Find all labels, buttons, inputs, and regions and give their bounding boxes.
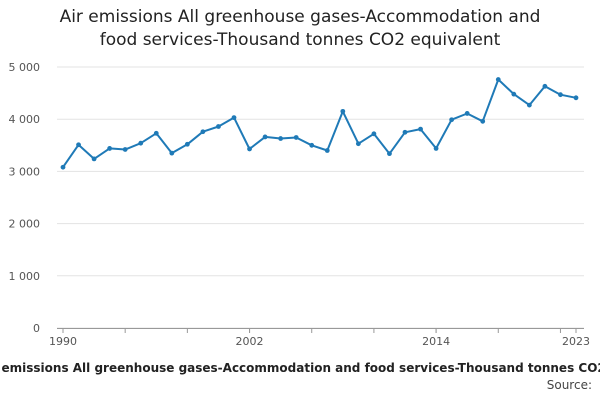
data-point — [216, 124, 221, 129]
series-points — [60, 77, 579, 170]
chart-title-line-2: food services-Thousand tonnes CO2 equiva… — [99, 30, 501, 50]
x-axis — [57, 328, 584, 333]
y-tick-label: 3 000 — [9, 165, 41, 178]
data-point — [495, 77, 501, 82]
data-point — [247, 146, 252, 152]
data-point — [231, 115, 237, 121]
x-tick-labels: 1990 2002 2014 2023 — [49, 335, 590, 348]
data-point — [324, 148, 330, 153]
y-grid — [57, 66, 584, 329]
data-point — [526, 102, 532, 108]
x-tick-label: 2014 — [422, 335, 450, 348]
data-point — [558, 92, 563, 98]
y-tick-label: 1 000 — [9, 270, 41, 283]
data-point — [278, 136, 284, 141]
data-point — [184, 141, 190, 147]
data-point — [107, 146, 113, 151]
data-point — [153, 130, 159, 136]
data-point — [60, 164, 66, 170]
x-tick-label: 1990 — [49, 335, 77, 348]
data-point — [433, 146, 439, 151]
data-point — [91, 156, 97, 162]
data-point — [169, 150, 175, 156]
data-point — [122, 147, 128, 152]
y-tick-label: 0 — [33, 322, 40, 335]
data-point — [573, 95, 579, 101]
footer-caption: Air emissions All greenhouse gases-Accom… — [0, 361, 600, 375]
series-line — [62, 78, 577, 168]
data-point — [293, 135, 299, 140]
data-point — [355, 141, 361, 147]
footer-caption-text: Air emissions All greenhouse gases-Accom… — [0, 361, 600, 375]
data-point — [340, 108, 346, 114]
series-lines — [62, 78, 577, 168]
data-point — [387, 151, 392, 157]
data-point — [309, 142, 315, 148]
chart-title: Air emissions All greenhouse gases-Accom… — [0, 6, 600, 52]
data-point — [480, 118, 486, 124]
data-point — [371, 131, 377, 137]
chart-title-line-1: Air emissions All greenhouse gases-Accom… — [59, 7, 541, 27]
data-point — [76, 142, 81, 148]
data-point — [200, 129, 206, 135]
data-point — [262, 134, 268, 140]
data-point — [464, 111, 470, 116]
data-point — [542, 83, 548, 89]
data-point — [138, 140, 144, 146]
data-point — [402, 129, 408, 135]
data-point — [511, 91, 517, 97]
x-tick-label: 2002 — [236, 335, 264, 348]
y-tick-label: 5 000 — [9, 61, 41, 74]
y-tick-label: 4 000 — [9, 113, 41, 126]
y-tick-label: 2 000 — [9, 218, 41, 231]
y-tick-labels: 0 1 000 2 000 3 000 4 000 5 000 — [9, 61, 41, 335]
data-point — [449, 117, 455, 123]
data-point — [418, 126, 423, 132]
x-tick-label: 2023 — [562, 335, 590, 348]
source-label: Source: — [546, 378, 592, 392]
